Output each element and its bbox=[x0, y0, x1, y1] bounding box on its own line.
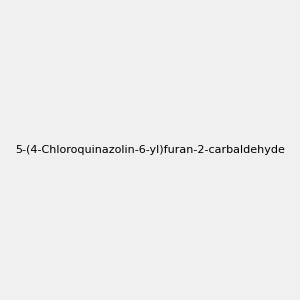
Text: 5-(4-Chloroquinazolin-6-yl)furan-2-carbaldehyde: 5-(4-Chloroquinazolin-6-yl)furan-2-carba… bbox=[15, 145, 285, 155]
